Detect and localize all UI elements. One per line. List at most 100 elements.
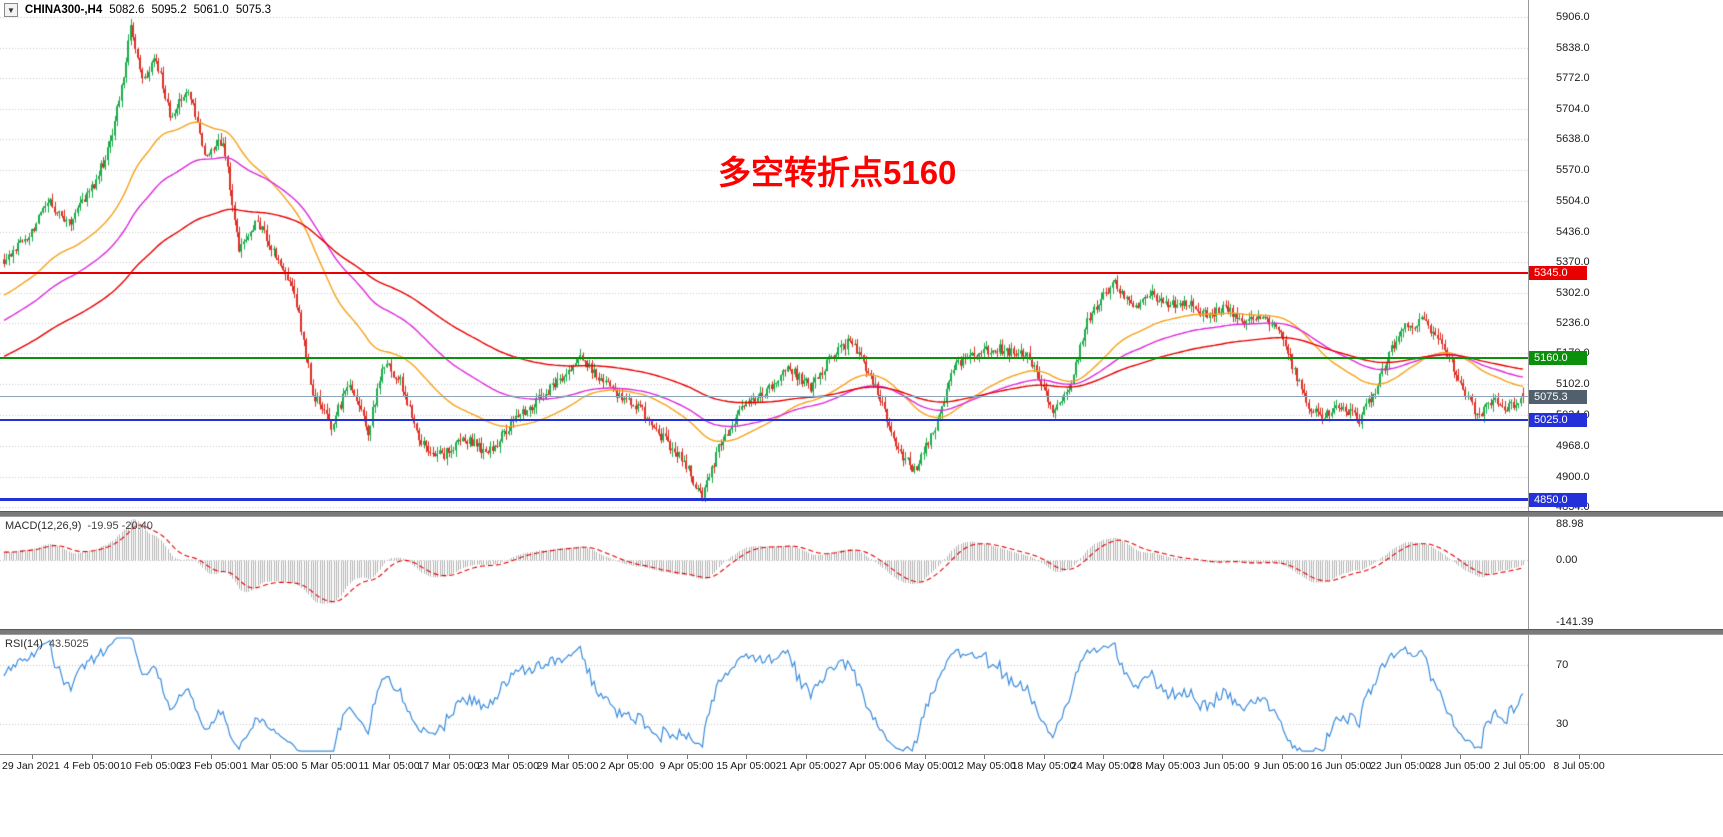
- time-axis-tick: [448, 755, 450, 759]
- chart-annotation-text[interactable]: 多空转折点5160: [718, 154, 957, 191]
- ohlc-open: 5082.6: [109, 4, 145, 16]
- macd-scale-min: -141.39: [1556, 616, 1594, 628]
- time-axis-tick: [924, 755, 926, 759]
- time-axis-label: 5 Mar 05:00: [301, 760, 358, 772]
- time-axis-label: 11 Mar 05:00: [358, 760, 420, 772]
- rsi-level-label: 70: [1556, 658, 1569, 671]
- price-tick-label: 5638.0: [1556, 133, 1590, 146]
- panel-splitter-macd[interactable]: [0, 511, 1723, 517]
- price-levels-layer: [0, 272, 1528, 502]
- time-axis-tick: [91, 755, 93, 759]
- time-axis-label: 3 Jun 05:00: [1194, 760, 1250, 772]
- time-axis-label: 18 May 05:00: [1011, 760, 1076, 772]
- time-axis-label: 2 Jul 05:00: [1493, 760, 1546, 772]
- macd-label: MACD(12,26,9): [5, 520, 82, 532]
- time-axis-tick: [1222, 755, 1223, 759]
- time-axis-tick: [1460, 755, 1461, 759]
- pivot-line-5160-badge: 5160.0: [1529, 350, 1587, 365]
- time-axis-tick: [627, 755, 628, 759]
- rsi-label: RSI(14): [5, 638, 43, 650]
- macd-values: -19.95 -20.40: [87, 520, 153, 532]
- time-axis-tick: [1579, 755, 1580, 759]
- resistance-line-5345[interactable]: [0, 272, 1528, 275]
- time-axis-tick: [1519, 755, 1521, 759]
- price-tick-label: 5370.0: [1556, 255, 1590, 268]
- rsi-panel[interactable]: RSI(14) 43.5025: [0, 635, 1528, 754]
- time-axis-tick: [746, 755, 747, 759]
- time-axis-tick: [805, 755, 807, 759]
- macd-scale-zero: 0.00: [1556, 554, 1578, 567]
- time-axis-tick: [270, 755, 271, 759]
- support-line-4850-badge: 4850.0: [1529, 492, 1587, 507]
- time-axis-label: 27 Apr 05:00: [835, 760, 895, 772]
- pivot-line-5160[interactable]: [0, 356, 1528, 359]
- time-axis-tick: [1400, 755, 1402, 759]
- time-axis-label: 10 Feb 05:00: [120, 760, 182, 772]
- time-axis-label: 28 Jun 05:00: [1429, 760, 1491, 772]
- ohlc-high: 5095.2: [151, 4, 187, 16]
- rsi-value: 43.5025: [48, 638, 89, 650]
- time-axis-label: 12 May 05:00: [952, 760, 1016, 772]
- ohlc-close: 5075.3: [235, 4, 271, 16]
- price-tick-label: 5436.0: [1556, 225, 1590, 238]
- time-axis-label: 21 Apr 05:00: [775, 760, 836, 772]
- time-axis-label: 16 Jun 05:00: [1310, 760, 1372, 772]
- symbol-timeframe-label: CHINA300-,H4: [24, 4, 103, 16]
- price-axis-separator: [1528, 0, 1529, 754]
- time-axis-label: 29 Jan 2021: [2, 760, 60, 772]
- bid-price-line-badge: 5075.3: [1529, 389, 1587, 404]
- time-axis-label: 2 Apr 05:00: [600, 760, 654, 772]
- time-axis-tick: [1162, 755, 1164, 759]
- time-axis-label: 1 Mar 05:00: [241, 760, 299, 772]
- price-tick-label: 5302.0: [1556, 286, 1590, 299]
- time-axis-label: 15 Apr 05:00: [716, 760, 776, 772]
- price-tick-label: 5838.0: [1556, 41, 1590, 54]
- support-line-5025-badge: 5025.0: [1529, 412, 1587, 427]
- macd-panel-label: MACD(12,26,9) -19.95 -20.40: [5, 520, 153, 532]
- time-axis-label: 8 Jul 05:00: [1553, 760, 1605, 772]
- time-axis-tick: [508, 755, 509, 759]
- time-axis-tick: [1281, 755, 1283, 759]
- price-tick-label: 5570.0: [1556, 164, 1590, 177]
- ohlc-low: 5061.0: [193, 4, 229, 16]
- macd-panel[interactable]: MACD(12,26,9) -19.95 -20.40: [0, 517, 1528, 629]
- support-line-5025[interactable]: [0, 418, 1528, 421]
- support-line-4850[interactable]: [0, 498, 1528, 502]
- time-axis-label: 17 Mar 05:00: [417, 760, 480, 772]
- price-tick-label: 4900.0: [1556, 470, 1590, 483]
- time-axis-tick: [32, 755, 33, 759]
- time-axis-label: 24 May 05:00: [1071, 760, 1135, 772]
- time-axis-label: 22 Jun 05:00: [1370, 760, 1431, 772]
- price-tick-label: 5772.0: [1556, 72, 1590, 85]
- time-axis[interactable]: 29 Jan 2021 4 Feb 05:00 10 Feb 05:00 23 Feb…: [0, 754, 1723, 784]
- time-axis-tick: [329, 755, 331, 759]
- macd-scale-max: 88.98: [1556, 518, 1584, 530]
- time-axis-tick: [1341, 755, 1342, 759]
- bid-price-line[interactable]: [0, 396, 1528, 398]
- time-axis-label: 28 May 05:00: [1130, 760, 1195, 772]
- time-axis-label: 23 Mar 05:00: [477, 760, 539, 772]
- panel-splitter-rsi[interactable]: [0, 629, 1723, 635]
- time-axis-label: 4 Feb 05:00: [63, 760, 120, 772]
- time-axis-tick: [210, 755, 212, 759]
- time-axis-label: 29 Mar 05:00: [536, 760, 599, 772]
- time-axis-tick: [865, 755, 866, 759]
- price-tick-label: 5704.0: [1556, 103, 1590, 116]
- main-chart-canvas[interactable]: [0, 0, 1528, 511]
- rsi-level-label: 30: [1556, 718, 1569, 731]
- time-axis-label: 9 Jun 05:00: [1254, 760, 1309, 772]
- rsi-panel-label: RSI(14) 43.5025: [5, 638, 89, 650]
- main-chart-pane[interactable]: ▼ CHINA300-,H4 5082.6 5095.2 5061.0 5075…: [0, 0, 1528, 511]
- time-axis-tick: [151, 755, 152, 759]
- symbol-dropdown-icon[interactable]: ▼: [4, 3, 18, 17]
- chart-header: ▼ CHINA300-,H4 5082.6 5095.2 5061.0 5075…: [4, 3, 271, 17]
- time-axis-label: 6 May 05:00: [895, 760, 954, 772]
- rsi-canvas[interactable]: [0, 635, 1528, 754]
- price-tick-label: 4968.0: [1556, 439, 1590, 452]
- time-axis-tick: [1043, 755, 1045, 759]
- price-axis[interactable]: 5906.0 5838.0 5772.0 5704.0 5638.0 5570.0 5504…: [1529, 0, 1723, 754]
- time-axis-tick: [1103, 755, 1104, 759]
- time-axis-tick: [984, 755, 985, 759]
- macd-canvas[interactable]: [0, 517, 1528, 629]
